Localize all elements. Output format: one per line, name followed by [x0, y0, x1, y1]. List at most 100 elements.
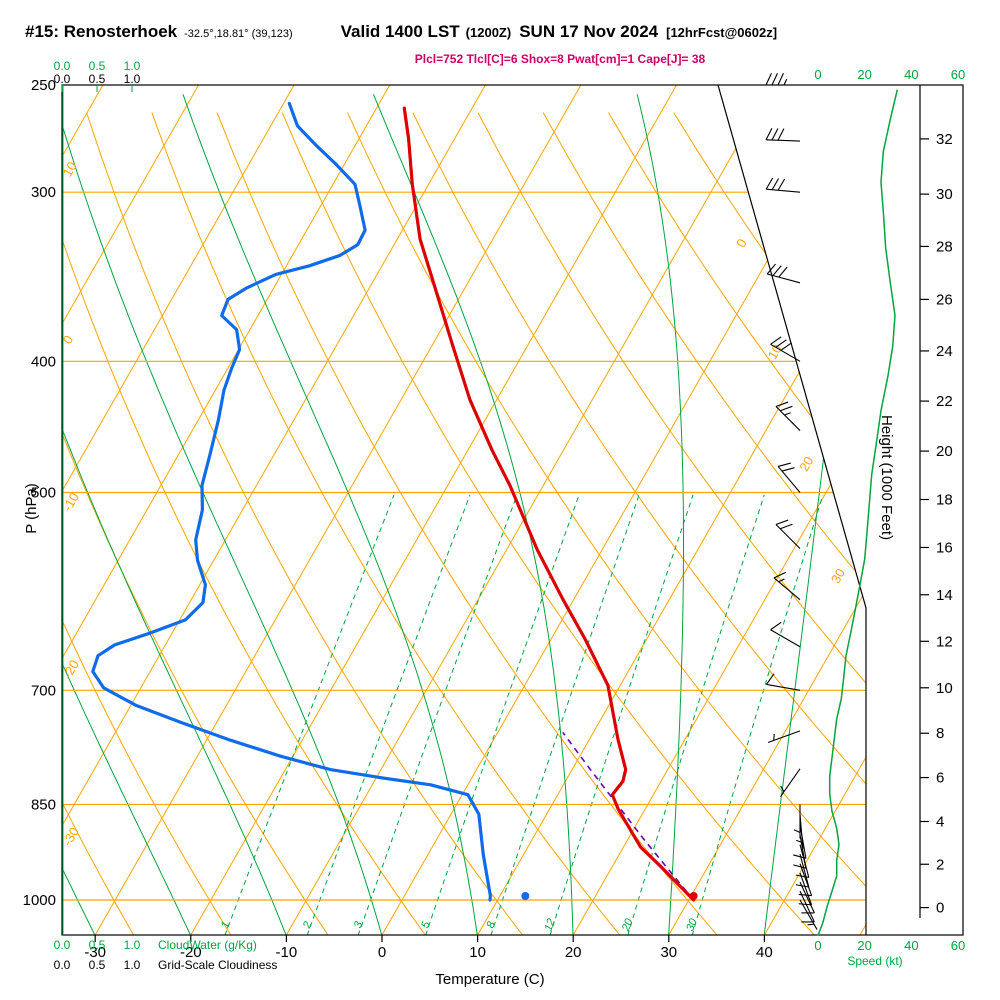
isotherm-line [94, 85, 582, 935]
isotherm-line [62, 85, 486, 935]
dry-adiabat-lines [62, 112, 866, 935]
height-tick-label: 12 [936, 633, 953, 650]
speed-tick-label-top: 0 [814, 67, 821, 82]
isotherm-line [190, 85, 677, 935]
isotherm-line [956, 85, 1000, 935]
mixing-ratio-line [224, 494, 395, 935]
temperature-tick-label: 40 [756, 944, 773, 961]
cloudwater-scale-tick-top: 0.5 [89, 59, 106, 73]
pressure-tick-label: 1000 [23, 892, 56, 909]
forecast-tag: [12hrFcst@0602z] [666, 25, 778, 40]
wind-barb [798, 872, 813, 906]
height-tick-label: 28 [936, 238, 953, 255]
wind-barb [765, 177, 801, 193]
moist-adiabat [62, 94, 287, 935]
pressure-tick-label: 300 [31, 184, 56, 201]
dry-adiabat [803, 112, 866, 935]
dry-adiabat [673, 112, 866, 935]
mixing-ratio-label: 20 [620, 916, 636, 933]
cloudwater-scale-tick-bottom: 1.0 [124, 938, 141, 952]
temperature-tick-label: -30 [84, 944, 106, 961]
outer-frame [61, 84, 964, 936]
dry-adiabat [412, 112, 866, 935]
isotherm-line [572, 85, 866, 935]
moist-adiabat [62, 94, 192, 935]
isotherm-line [381, 85, 866, 935]
mixing-ratio-lines [224, 494, 824, 935]
speed-axis-label: Speed (kt) [847, 954, 902, 968]
pressure-tick-labels: 250 300 400 500 700 850 1000 [23, 77, 56, 909]
height-tick-label: 32 [936, 131, 953, 148]
surface-temperature-marker [689, 892, 698, 901]
grid-right-boundary [717, 84, 867, 935]
mixing-ratio-labels: 1 2 3 5 8 12 20 30 [219, 916, 700, 933]
dry-adiabat [62, 112, 232, 935]
cloudiness-scale-tick-bottom: 0.5 [89, 958, 106, 972]
pressure-tick-label: 250 [31, 77, 56, 94]
pressure-axis-label: P (hPa) [22, 483, 40, 534]
cloudwater-scale-label: CloudWater (g/Kg) [158, 938, 257, 952]
wind-barb [765, 128, 801, 142]
dry-adiabat [281, 112, 815, 935]
mixing-ratio-line [627, 494, 765, 935]
dry-adiabat [62, 112, 426, 935]
mixing-ratio-label: 30 [684, 916, 700, 932]
sounding-indices: Plcl=752 Tlcl[C]=6 Shox=8 Pwat[cm]=1 Cap… [414, 52, 706, 66]
moist-adiabat [636, 94, 684, 935]
speed-tick-label-top: 60 [951, 67, 965, 82]
temperature-tick-label: -20 [180, 944, 202, 961]
height-tick-label: 26 [936, 291, 953, 308]
mixing-ratio-line [425, 494, 580, 935]
dry-adiabat [542, 112, 866, 935]
wind-barb [773, 571, 801, 601]
cloud-scales: 0.00.00.00.00.50.50.50.51.01.01.01.0 [54, 59, 141, 972]
valid-zulu: (1200Z) [465, 25, 512, 40]
wind-barb [775, 519, 801, 549]
parcel-path [562, 731, 695, 901]
cloudiness-scale-tick-bottom: 0.0 [54, 958, 71, 972]
isotherm-line [477, 85, 866, 935]
mixing-ratio-line [357, 494, 518, 935]
isotherm-line [62, 85, 295, 935]
dry-adiabat [86, 112, 524, 935]
wind-barb [775, 401, 801, 431]
valid-date: SUN 17 Nov 2024 [519, 22, 659, 41]
wind-barb [793, 804, 801, 839]
dry-adiabat [62, 112, 135, 935]
mixing-ratio-line [306, 494, 471, 935]
speed-tick-label-top: 40 [904, 67, 918, 82]
isotherm-label-right: 10 [765, 342, 785, 362]
cloudiness-scale-tick-top: 0.0 [54, 72, 71, 86]
height-tick-label: 22 [936, 393, 953, 410]
wind-barbs [765, 72, 818, 930]
wind-speed-curve [817, 89, 899, 936]
temperature-tick-label: 10 [469, 944, 486, 961]
temperature-tick-label: 30 [660, 944, 677, 961]
height-tick-label: 8 [936, 725, 944, 742]
isotherm-lines [62, 85, 1000, 935]
height-tick-label: 4 [936, 813, 944, 830]
cloudwater-scale-tick-top: 1.0 [124, 59, 141, 73]
cloudwater-scale-tick-bottom: 0.5 [89, 938, 106, 952]
isotherm-label-left: 10 [60, 159, 80, 179]
mixing-ratio-line [691, 494, 824, 935]
temperature-tick-labels: -30 -20 -10 0 10 20 30 40 [84, 935, 773, 961]
cloudwater-scale-tick-bottom: 0.0 [54, 938, 71, 952]
mixing-ratio-line [490, 494, 640, 935]
wind-barb [765, 72, 800, 86]
wind-barb [798, 863, 813, 897]
height-tick-label: 0 [936, 900, 944, 917]
isotherm-line [668, 85, 866, 935]
dewpoint-curve [91, 101, 492, 902]
pressure-tick-label: 500 [31, 485, 56, 502]
wind-barb [770, 336, 801, 362]
temperature-tick-label: -10 [276, 944, 298, 961]
speed-tick-label-bottom: 20 [857, 938, 871, 953]
cloudwater-scale-tick-top: 0.0 [54, 59, 71, 73]
wind-barb [799, 881, 815, 914]
dry-adiabat [608, 112, 866, 935]
isotherm-line [285, 85, 773, 935]
wind-barb [799, 890, 815, 923]
